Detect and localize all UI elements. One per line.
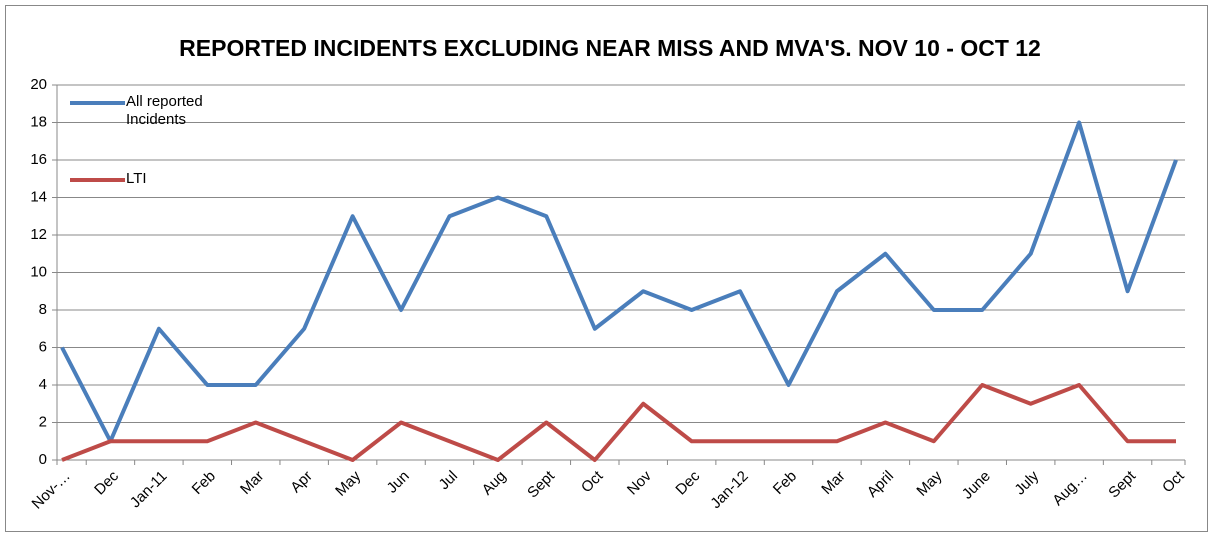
y-tick-label: 14 — [30, 188, 47, 205]
y-tick-label: 4 — [39, 376, 47, 393]
y-tick-label: 12 — [30, 226, 47, 243]
legend-item: LTI — [126, 170, 147, 187]
y-tick-label: 8 — [39, 301, 47, 318]
chart-border — [5, 5, 1208, 532]
y-tick-label: 16 — [30, 151, 47, 168]
legend-label: LTI — [126, 170, 147, 187]
chart-title: REPORTED INCIDENTS EXCLUDING NEAR MISS A… — [179, 35, 1041, 61]
legend-item: All reported Incidents — [126, 93, 203, 128]
y-tick-label: 2 — [39, 413, 47, 430]
y-tick-label: 6 — [39, 338, 47, 355]
y-tick-label: 20 — [30, 76, 47, 93]
y-tick-label: 18 — [30, 113, 47, 130]
legend-label: All reported Incidents — [126, 93, 203, 128]
y-tick-label: 10 — [30, 263, 47, 280]
series-line — [60, 120, 1178, 444]
y-tick-label: 0 — [39, 451, 47, 468]
series-line — [61, 383, 1176, 462]
